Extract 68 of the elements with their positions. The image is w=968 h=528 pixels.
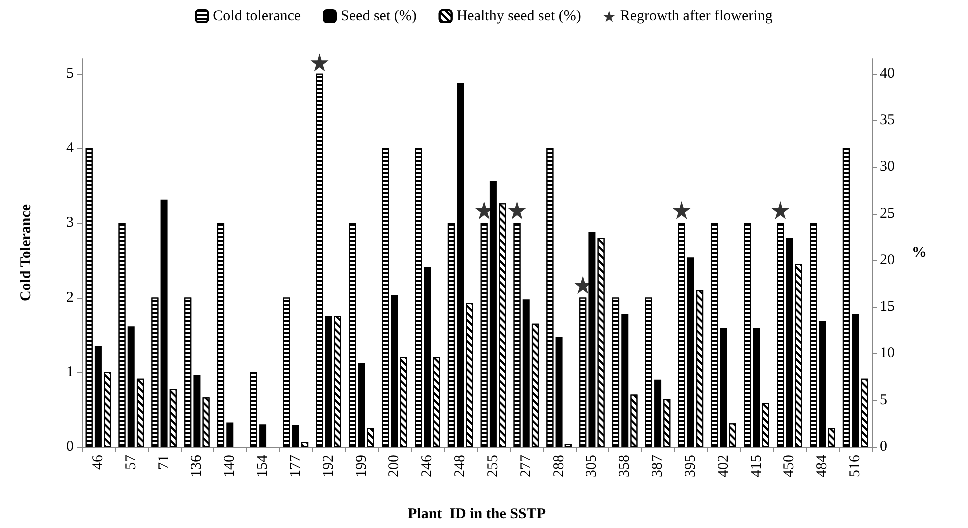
bar <box>94 346 102 447</box>
bar <box>292 426 300 447</box>
bar <box>753 328 760 447</box>
bar <box>391 294 398 447</box>
bar <box>226 422 234 447</box>
y-tick-label: 2 <box>66 290 74 306</box>
x-tick-label: 277 <box>518 454 534 478</box>
y2-tick-label: 5 <box>880 392 888 408</box>
bar <box>622 314 629 447</box>
x-tick-label: 358 <box>617 455 634 478</box>
x-tick-label: 57 <box>123 454 140 470</box>
bar <box>687 258 694 447</box>
x-tick-label: 246 <box>420 454 436 478</box>
bar <box>424 266 432 447</box>
bar <box>325 316 332 447</box>
legend-label: Cold tolerance <box>213 8 302 24</box>
x-tick-label: 395 <box>682 455 699 478</box>
bar <box>358 363 366 447</box>
y-tick-label: 3 <box>66 215 74 232</box>
bar <box>457 83 464 447</box>
x-tick-label: 516 <box>848 454 864 478</box>
y2-tick-label: 25 <box>880 206 895 222</box>
bar <box>194 375 201 447</box>
x-tick-label: 192 <box>320 455 337 478</box>
y2-tick-label: 30 <box>880 159 895 176</box>
x-tick-label: 484 <box>814 454 831 478</box>
y2-tick-label: 40 <box>880 66 895 82</box>
bar <box>819 321 826 447</box>
x-tick-label: 415 <box>748 455 765 478</box>
x-tick-label: 305 <box>584 455 600 478</box>
x-tick-label: 248 <box>452 455 469 478</box>
y-tick-label: 1 <box>66 364 74 380</box>
y2-tick-label: 0 <box>880 439 888 455</box>
x-tick-label: 288 <box>551 455 568 478</box>
legend-label: Regrowth after flowering <box>620 8 774 24</box>
bar <box>260 424 267 447</box>
x-tick-label: 200 <box>386 455 403 478</box>
y2-tick-label: 35 <box>880 112 895 129</box>
y-tick-label: 5 <box>66 66 74 82</box>
x-tick-label: 136 <box>189 454 206 478</box>
x-tick-label: 177 <box>288 454 304 478</box>
legend-label: Seed set (%) <box>341 8 417 24</box>
x-axis-title: Plant ID in the SSTP <box>408 506 546 522</box>
x-tick-label: 450 <box>782 455 798 478</box>
y2-tick-label: 20 <box>880 252 895 268</box>
bar <box>720 328 728 447</box>
y-axis-title: Cold Tolerance <box>18 204 34 302</box>
bar <box>160 200 168 447</box>
bar <box>556 336 563 447</box>
bar <box>522 300 530 447</box>
x-tick-label: 402 <box>716 455 732 478</box>
bar <box>128 326 135 447</box>
y2-tick-label: 15 <box>880 299 895 316</box>
y-tick-label: 4 <box>66 140 74 157</box>
legend-label: Healthy seed set (%) <box>456 8 582 24</box>
x-tick-label: 199 <box>354 455 370 478</box>
x-tick-label: 140 <box>222 455 238 478</box>
x-tick-label: 71 <box>156 455 172 470</box>
bar <box>852 314 860 447</box>
y2-axis-title: % <box>912 245 927 261</box>
bar <box>654 380 662 447</box>
y-tick-label: 0 <box>66 439 74 455</box>
x-tick-label: 46 <box>90 454 106 470</box>
bar <box>786 238 794 447</box>
x-tick-label: 387 <box>650 454 666 478</box>
y2-tick-label: 10 <box>880 346 895 362</box>
x-tick-label: 255 <box>485 455 502 478</box>
x-tick-label: 154 <box>255 454 272 478</box>
